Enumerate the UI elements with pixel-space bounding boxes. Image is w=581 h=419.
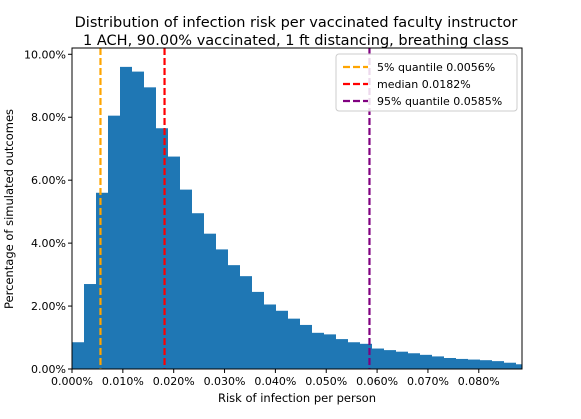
histogram-bar (84, 284, 96, 369)
histogram-bar (348, 342, 360, 369)
x-tick-label: 0.030% (204, 375, 246, 388)
x-tick-label: 0.080% (458, 375, 500, 388)
legend-box (335, 53, 518, 112)
legend: 5% quantile 0.0056% median 0.0182% 95% qua… (335, 53, 518, 112)
histogram-bar (300, 324, 312, 369)
histogram-bar (156, 128, 168, 369)
histogram-bar (180, 189, 192, 369)
x-axis-ticks: 0.000% 0.010% 0.020% 0.030% 0.040% 0.050% 0.06… (51, 369, 500, 388)
histogram-bar (408, 353, 420, 369)
histogram-bar (96, 192, 108, 369)
histogram-bar (132, 71, 144, 369)
histogram-bar (360, 343, 372, 369)
chart-title: Distribution of infection risk per vacci… (75, 15, 518, 31)
x-tick-label: 0.040% (254, 375, 296, 388)
y-tick-label: 2.00% (31, 300, 66, 313)
x-tick-label: 0.060% (356, 375, 398, 388)
histogram-bar (444, 357, 456, 369)
x-axis-label: Risk of infection per person (218, 391, 376, 405)
histogram-bar (492, 361, 504, 369)
histogram-bar (228, 265, 240, 369)
x-tick-label: 0.000% (51, 375, 93, 388)
histogram-bar (288, 318, 300, 369)
histogram-bar (372, 348, 384, 369)
chart-subtitle: 1 ACH, 90.00% vaccinated, 1 ft distancin… (83, 33, 509, 49)
histogram-bar (72, 342, 84, 369)
histogram-bar (276, 310, 288, 369)
histogram-bar (324, 334, 336, 369)
histogram-bar (264, 304, 276, 369)
histogram-bar (168, 156, 180, 369)
histogram-bar (516, 364, 522, 369)
histogram-bar (456, 358, 468, 369)
y-tick-label: 4.00% (31, 237, 66, 250)
histogram-bar (384, 350, 396, 369)
histogram-bar (252, 291, 264, 369)
plot-frame (71, 47, 523, 370)
y-tick-label: 6.00% (31, 174, 66, 187)
histogram-bar (432, 356, 444, 369)
histogram-bar (192, 213, 204, 369)
x-tick-label: 0.020% (153, 375, 195, 388)
y-tick-label: 8.00% (31, 111, 66, 124)
x-tick-label: 0.070% (407, 375, 449, 388)
histogram-bar (204, 233, 216, 369)
histogram-bar (144, 87, 156, 369)
x-tick-label: 0.050% (305, 375, 347, 388)
legend-label: 5% quantile 0.0056% (377, 61, 495, 74)
histogram-bar (504, 362, 516, 369)
y-tick-label: 0.00% (31, 363, 66, 376)
legend-label: 95% quantile 0.0585% (377, 95, 502, 108)
histogram-bar (216, 249, 228, 369)
histogram-bar (468, 359, 480, 369)
histogram-bar (420, 354, 432, 369)
y-axis-ticks: 0.00% 2.00% 4.00% 6.00% 8.00% 10.00% (24, 48, 72, 376)
histogram-bars (72, 66, 522, 369)
histogram-bar (312, 332, 324, 369)
histogram-bar (396, 351, 408, 369)
y-tick-label: 10.00% (24, 48, 66, 61)
histogram-bar (108, 115, 120, 369)
histogram-bar (240, 276, 252, 369)
histogram-bar (336, 339, 348, 369)
histogram-bar (120, 66, 132, 369)
x-tick-label: 0.010% (102, 375, 144, 388)
legend-label: median 0.0182% (377, 78, 471, 91)
y-axis-label: Percentage of simulated outcomes (2, 109, 16, 309)
histogram-bar (480, 360, 492, 369)
